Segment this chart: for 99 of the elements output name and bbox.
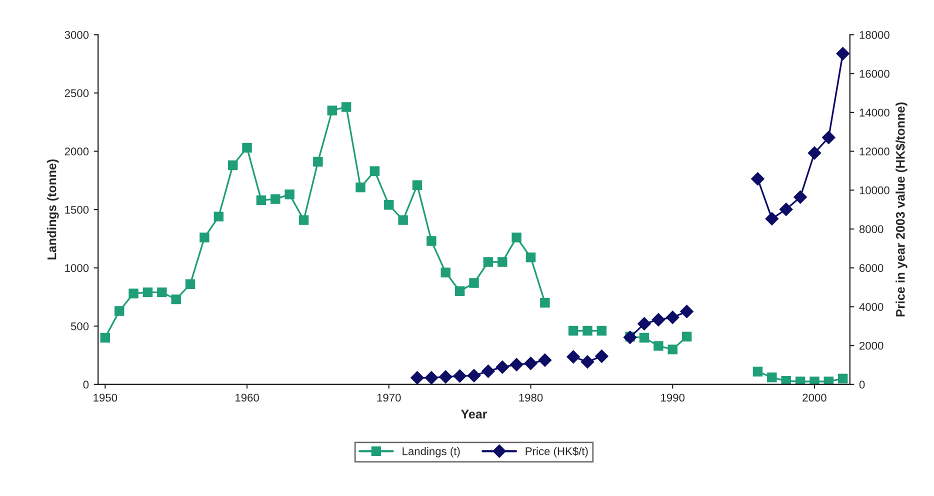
point bbox=[469, 278, 479, 288]
y2-tick-label: 8000 bbox=[859, 225, 884, 234]
point bbox=[142, 287, 153, 298]
point bbox=[824, 376, 834, 384]
x-tick-label: 1960 bbox=[236, 394, 259, 402]
point bbox=[780, 202, 793, 216]
point bbox=[200, 232, 210, 242]
point bbox=[483, 257, 494, 267]
y-tick-label: 2500 bbox=[64, 89, 89, 98]
point bbox=[498, 257, 508, 267]
point bbox=[128, 288, 138, 298]
point bbox=[512, 232, 522, 242]
y2-axis-title: Price in year 2003 value (HK$/tonne) bbox=[895, 102, 908, 316]
point bbox=[680, 304, 694, 318]
point bbox=[256, 195, 266, 206]
point bbox=[765, 212, 779, 226]
legend-label: Price (HK$/t) bbox=[526, 446, 588, 458]
point bbox=[580, 355, 594, 368]
point bbox=[781, 376, 791, 384]
point bbox=[424, 371, 438, 384]
point bbox=[767, 372, 777, 382]
point bbox=[652, 313, 666, 326]
point bbox=[538, 354, 552, 367]
point bbox=[356, 182, 366, 192]
point bbox=[398, 215, 408, 225]
point bbox=[822, 130, 836, 144]
point bbox=[370, 166, 380, 176]
point bbox=[666, 310, 680, 324]
y-tick-label: 500 bbox=[70, 322, 89, 330]
point bbox=[426, 236, 436, 246]
y-tick-label: 3000 bbox=[64, 30, 89, 39]
point bbox=[384, 200, 394, 210]
point bbox=[639, 332, 650, 343]
legend-label: Landings (t) bbox=[402, 447, 460, 458]
x-axis-title: Year bbox=[461, 410, 488, 419]
point bbox=[242, 142, 252, 153]
point bbox=[795, 376, 806, 384]
point bbox=[526, 252, 536, 262]
y2-tick-label: 14000 bbox=[860, 108, 890, 117]
x-tick-label: 2000 bbox=[802, 394, 826, 402]
point bbox=[524, 356, 538, 370]
point bbox=[510, 358, 524, 372]
point bbox=[682, 332, 692, 342]
point bbox=[228, 160, 238, 170]
point bbox=[566, 350, 580, 364]
point bbox=[284, 190, 294, 200]
point bbox=[100, 332, 110, 343]
point bbox=[582, 326, 592, 336]
y-tick-label: 1000 bbox=[65, 264, 89, 272]
point bbox=[540, 298, 550, 308]
y-axis-title: Landings (tonne) bbox=[47, 159, 59, 260]
point bbox=[838, 374, 848, 384]
point bbox=[313, 156, 323, 167]
point bbox=[270, 194, 280, 204]
x-tick-label: 1990 bbox=[661, 394, 685, 402]
point bbox=[467, 369, 481, 382]
point bbox=[214, 212, 224, 222]
point bbox=[794, 190, 807, 204]
point bbox=[668, 344, 678, 354]
point bbox=[836, 46, 850, 60]
point bbox=[440, 268, 450, 278]
point bbox=[751, 172, 764, 186]
point bbox=[482, 364, 495, 378]
point bbox=[298, 215, 309, 225]
point bbox=[568, 326, 578, 336]
y-tick-label: 0 bbox=[83, 380, 89, 389]
y-tick-label: 1500 bbox=[65, 206, 89, 214]
point bbox=[185, 279, 196, 290]
point bbox=[496, 360, 509, 374]
point bbox=[808, 146, 822, 160]
y2-tick-label: 10000 bbox=[860, 186, 890, 194]
point bbox=[654, 341, 664, 351]
point bbox=[595, 350, 608, 363]
point bbox=[114, 306, 124, 316]
y-tick-label: 2000 bbox=[64, 148, 89, 156]
point bbox=[412, 180, 422, 190]
point bbox=[171, 294, 181, 304]
point bbox=[410, 371, 424, 384]
point bbox=[439, 370, 452, 384]
x-tick-label: 1980 bbox=[519, 394, 543, 402]
point bbox=[341, 102, 352, 112]
y2-tick-label: 4000 bbox=[859, 302, 884, 311]
point bbox=[157, 287, 167, 298]
point bbox=[454, 286, 465, 296]
x-tick-label: 1950 bbox=[94, 394, 118, 402]
point bbox=[327, 106, 338, 116]
y2-tick-label: 16000 bbox=[860, 70, 890, 78]
y2-tick-label: 0 bbox=[859, 380, 865, 389]
point bbox=[638, 317, 651, 330]
x-tick-label: 1970 bbox=[377, 394, 401, 402]
point bbox=[596, 326, 607, 336]
y2-tick-label: 18000 bbox=[860, 30, 890, 39]
point bbox=[453, 369, 466, 383]
point bbox=[623, 330, 637, 344]
point bbox=[810, 376, 820, 384]
y2-tick-label: 2000 bbox=[860, 342, 884, 350]
point bbox=[752, 366, 763, 376]
y2-tick-label: 12000 bbox=[860, 148, 890, 156]
y2-tick-label: 6000 bbox=[860, 264, 884, 272]
